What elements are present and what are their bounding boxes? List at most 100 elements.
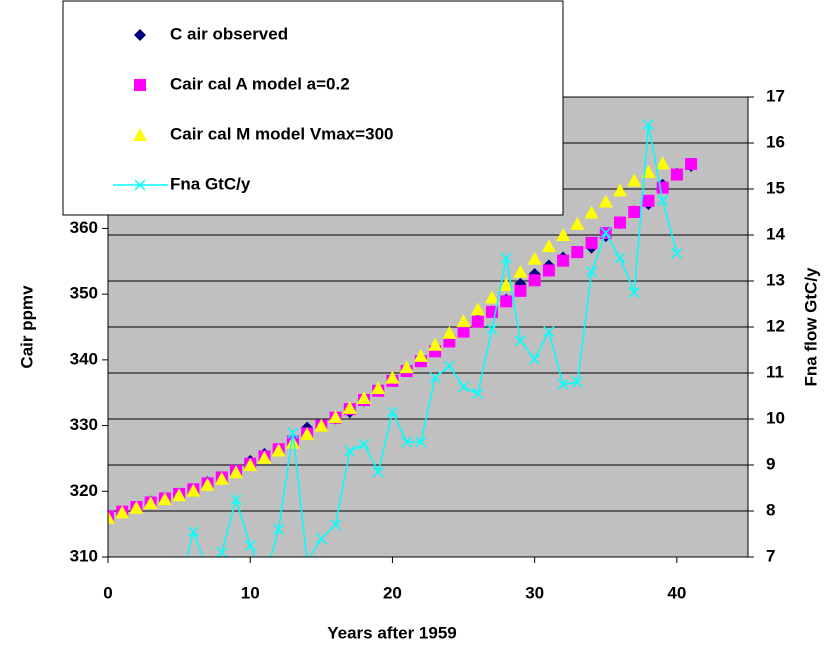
triangle-marker (214, 471, 229, 485)
y-tick-label: 330 (70, 415, 98, 434)
triangle-marker (108, 510, 115, 524)
y-tick-label: 340 (70, 349, 98, 368)
triangle-marker (129, 500, 144, 514)
triangle-marker (257, 450, 272, 464)
triangle-marker (300, 427, 315, 441)
x-marker (557, 378, 569, 391)
x-marker (358, 438, 370, 450)
triangle-marker (442, 325, 457, 339)
x-marker (529, 353, 541, 365)
triangle-marker (328, 410, 343, 424)
square-marker (471, 315, 484, 328)
y2-tick-label: 15 (766, 178, 785, 197)
y2-tick-label: 14 (766, 224, 785, 243)
x-marker (600, 227, 612, 239)
square-marker (685, 158, 698, 171)
triangle-marker (456, 314, 471, 328)
triangle-marker (371, 381, 386, 395)
x-axis-title: Years after 1959 (327, 623, 457, 642)
y2-tick-label: 7 (766, 546, 775, 565)
y-tick-label: 310 (70, 546, 98, 565)
triangle-marker (229, 465, 243, 479)
square-marker (585, 236, 598, 249)
triangle-marker (556, 228, 571, 241)
triangle-marker (385, 370, 400, 384)
triangle-marker (399, 360, 414, 374)
square-marker (514, 284, 527, 297)
triangle-marker (541, 239, 556, 253)
triangle-marker (527, 251, 542, 265)
square-marker (528, 274, 541, 287)
triangle-marker (200, 477, 215, 491)
legend-label: Fna GtC/y (170, 174, 251, 193)
x-marker (628, 286, 640, 299)
triangle-marker (627, 173, 642, 187)
legend-label: Cair cal M model Vmax=300 (170, 124, 393, 143)
triangle-marker (172, 488, 187, 502)
triangle-marker (186, 483, 201, 497)
x-marker (472, 388, 484, 400)
y2-tick-label: 11 (766, 362, 784, 381)
x-marker (458, 381, 470, 393)
x-marker (642, 119, 654, 131)
square-marker (628, 206, 641, 218)
triangle-marker (357, 390, 371, 404)
x-marker (401, 436, 413, 448)
legend-box (62, 0, 564, 216)
triangle-marker (314, 418, 329, 432)
marks (108, 119, 698, 594)
diamond-marker (134, 29, 146, 41)
triangle-marker (598, 194, 613, 208)
y2-tick-label: 17 (766, 86, 785, 105)
x-marker (134, 179, 146, 191)
triangle-marker (584, 205, 599, 219)
y2-tick-label: 10 (766, 408, 785, 427)
square-marker (670, 168, 683, 181)
x-marker (586, 266, 598, 278)
x-marker (500, 252, 512, 264)
square-marker (457, 325, 470, 338)
triangle-marker (470, 302, 485, 316)
x-tick-label: 20 (383, 583, 402, 602)
y-tick-label: 320 (70, 481, 98, 500)
triangle-marker (143, 496, 158, 510)
triangle-marker (115, 505, 130, 519)
x-tick-label: 10 (241, 583, 260, 602)
x-marker (386, 406, 398, 418)
x-tick-label: 30 (525, 583, 544, 602)
square-marker (614, 216, 626, 229)
triangle-marker (499, 277, 514, 291)
x-marker (372, 466, 384, 478)
legend: C air observed Cair cal A model a=0.2 Cair… (62, 0, 564, 216)
square-marker (542, 264, 555, 277)
y2-tick-label: 9 (766, 454, 775, 473)
triangle-marker (243, 458, 258, 471)
x-marker (429, 372, 441, 384)
triangle-marker (342, 400, 357, 414)
square-marker (557, 254, 570, 267)
x-marker (174, 584, 184, 594)
x-marker (244, 539, 256, 552)
x-marker (344, 445, 356, 457)
x-marker (443, 360, 455, 372)
triangle-marker (133, 128, 147, 141)
x-marker (230, 493, 242, 506)
x-marker (543, 326, 555, 338)
x-marker (486, 323, 498, 335)
triangle-marker (285, 435, 300, 449)
legend-label: Cair cal A model a=0.2 (170, 74, 350, 93)
x-marker (203, 566, 213, 576)
x-marker (187, 526, 199, 538)
x-marker (671, 247, 683, 259)
square-marker (500, 295, 513, 308)
x-marker (287, 427, 299, 439)
x-marker (614, 252, 626, 264)
triangle-marker (613, 183, 627, 197)
square-marker (642, 194, 655, 207)
triangle-marker (157, 492, 172, 506)
x-tick-label: 40 (667, 583, 686, 602)
y-tick-label: 350 (70, 284, 98, 303)
x-marker (301, 556, 313, 557)
triangle-marker (271, 443, 286, 457)
